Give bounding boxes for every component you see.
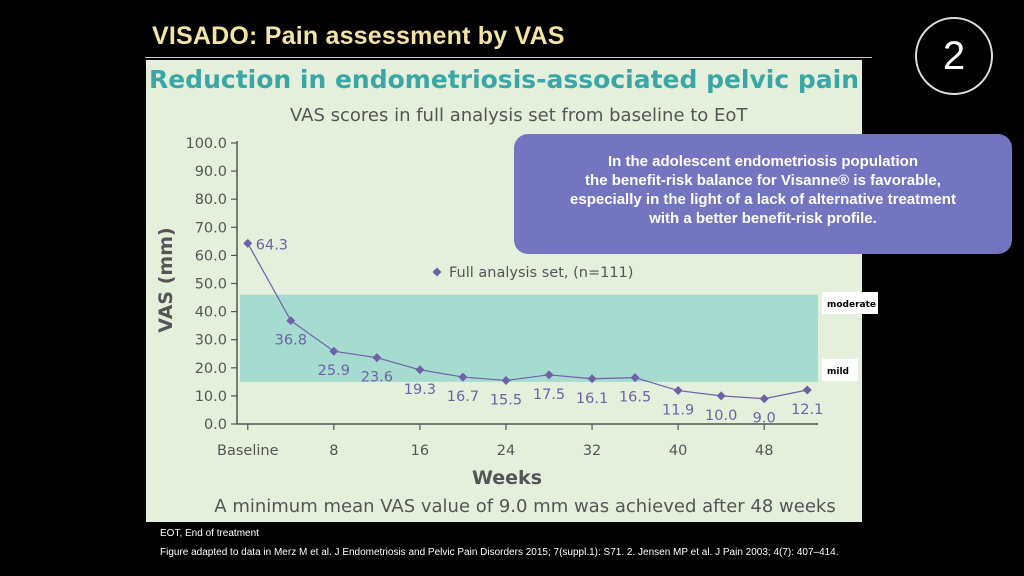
callout-line: with a better benefit-risk profile. [649,210,877,227]
data-label: 19.3 [404,382,436,398]
axis-layer: 0.0 10.0 20.0 30.0 40.0 50.0 60.0 70.0 80.0 90.0 1… [185,136,818,459]
conclusion-callout: In the adolescent endometriosis populati… [514,134,1012,254]
y-tick-label: 0.0 [204,417,227,433]
panel-subtitle: VAS scores in full analysis set from bas… [290,105,748,126]
legend-layer: Full analysis set, (n=111) [432,265,633,281]
legend-marker [432,267,442,277]
footnote-reference: Figure adapted to data in Merz M et al. … [160,547,839,558]
data-point [329,346,339,356]
y-tick-label: 100.0 [185,136,227,152]
title-divider [145,57,872,58]
band-label-moderate: moderate [827,300,876,310]
data-label: 64.3 [256,237,288,253]
data-point [243,238,253,248]
conclusion-text: A minimum mean VAS value of 9.0 mm was a… [214,496,835,517]
data-label: 36.8 [275,333,307,349]
band-label-mild: mild [827,367,849,377]
y-tick-label: 50.0 [195,277,227,293]
data-point [372,353,382,363]
band-label-box-mild [822,359,858,381]
data-label: 16.7 [447,389,479,405]
x-tick-label: 48 [755,443,773,459]
data-point [759,394,769,404]
data-point [544,370,554,380]
pain-band [240,294,818,382]
data-label: 10.0 [705,408,737,424]
x-tick-label: 40 [669,443,687,459]
data-point [286,316,296,326]
panel-title: Reduction in endometriosis-associated pe… [148,65,860,94]
data-label: 11.9 [662,403,694,419]
data-point [630,373,640,383]
data-label: 9.0 [753,411,776,427]
data-point [673,386,683,396]
x-tick-label: 16 [411,443,429,459]
data-label: 25.9 [318,363,350,379]
callout-line: In the adolescent endometriosis populati… [607,153,919,170]
y-tick-label: 60.0 [195,248,227,264]
series-layer [243,238,812,404]
data-point [458,372,468,382]
data-label: 15.5 [490,392,522,408]
y-tick-label: 70.0 [195,220,227,236]
data-label: 23.6 [361,370,393,386]
page-number-badge: 2 [915,17,993,95]
label-layer: 64.3 36.8 25.9 23.6 19.3 16.7 15.5 17.5 16.1 16.5… [256,237,824,426]
data-label: 16.1 [576,391,608,407]
callout-line: the benefit-risk balance for Visanne® is… [585,172,941,189]
data-label: 17.5 [533,387,565,403]
data-point [415,365,425,375]
data-point [802,385,812,395]
legend-label: Full analysis set, (n=111) [449,265,633,281]
callout-line: especially in the light of a lack of alt… [570,191,956,208]
x-axis-title: Weeks [472,467,542,489]
data-label: 16.5 [619,390,651,406]
series-line [247,243,808,400]
data-point [587,374,597,384]
y-tick-label: 40.0 [195,305,227,321]
data-point [501,375,511,385]
x-tick-label: 24 [497,443,515,459]
x-tick-label: 32 [583,443,601,459]
x-tick-label: Baseline [217,443,279,459]
y-tick-label: 30.0 [195,333,227,349]
y-tick-label: 90.0 [195,164,227,180]
band-layer: moderate mild [240,292,878,382]
y-axis-title: VAS (mm) [155,227,177,332]
x-tick-label: 8 [329,443,338,459]
y-tick-label: 80.0 [195,192,227,208]
band-label-box-moderate [822,292,878,314]
data-point [716,391,726,401]
data-label: 12.1 [791,402,823,418]
y-tick-label: 20.0 [195,361,227,377]
slide-title: VISADO: Pain assessment by VAS [152,22,565,50]
footnote-abbreviation: EOT, End of treatment [160,528,259,539]
y-tick-label: 10.0 [195,389,227,405]
